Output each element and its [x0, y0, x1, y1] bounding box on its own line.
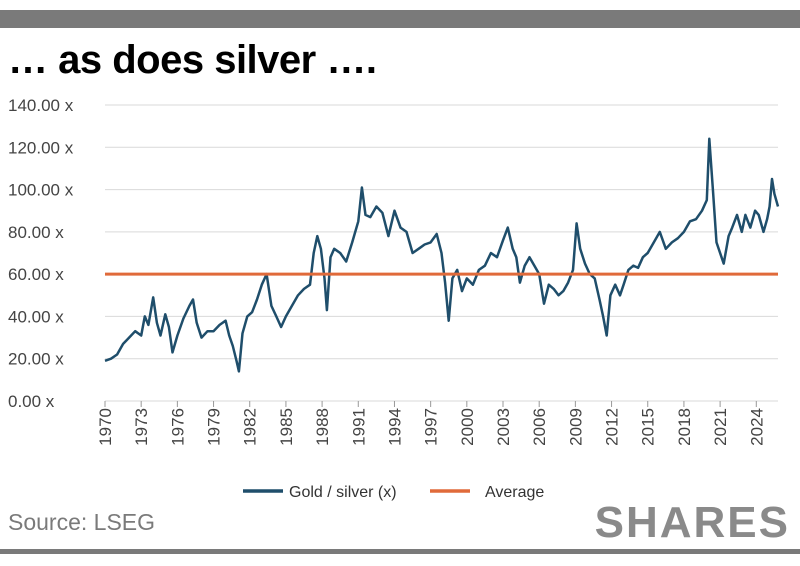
x-tick-label: 1994: [385, 408, 404, 446]
x-tick-label: 1976: [168, 408, 187, 446]
x-tick-label: 1979: [205, 408, 224, 446]
shares-logo: SHARES: [594, 498, 790, 547]
x-tick-label: 2015: [639, 408, 658, 446]
x-tick-label: 2024: [747, 408, 766, 446]
top-banner-bar: [0, 10, 800, 28]
x-tick-label: 1991: [349, 408, 368, 446]
y-tick-label: 140.00 x: [8, 96, 74, 115]
x-tick-label: 2021: [711, 408, 730, 446]
y-tick-label: 20.00 x: [8, 350, 64, 369]
x-tick-label: 1988: [313, 408, 332, 446]
y-tick-label: 60.00 x: [8, 265, 64, 284]
x-tick-label: 1982: [241, 408, 260, 446]
x-tick-label: 2006: [530, 408, 549, 446]
source-note: Source: LSEG: [8, 509, 156, 535]
x-tick-label: 1973: [132, 408, 151, 446]
legend-label: Average: [485, 484, 544, 501]
legend-label: Gold / silver (x): [289, 484, 397, 501]
series-line-gold-silver: [104, 137, 780, 373]
x-tick-label: 2009: [566, 408, 585, 446]
bottom-banner-bar: [0, 549, 800, 554]
x-tick-label: 2018: [675, 408, 694, 446]
y-tick-label: 0.00 x: [8, 392, 55, 411]
x-tick-label: 1970: [96, 408, 115, 446]
x-tick-label: 1997: [422, 408, 441, 446]
x-tick-label: 2012: [603, 408, 622, 446]
x-tick-label: 2000: [458, 408, 477, 446]
y-tick-label: 40.00 x: [8, 307, 64, 326]
y-tick-label: 80.00 x: [8, 223, 64, 242]
chart-title: … as does silver ….: [8, 38, 377, 82]
x-tick-label: 2003: [494, 408, 513, 446]
y-tick-label: 100.00 x: [8, 181, 74, 200]
y-tick-label: 120.00 x: [8, 138, 74, 157]
x-tick-label: 1985: [277, 408, 296, 446]
